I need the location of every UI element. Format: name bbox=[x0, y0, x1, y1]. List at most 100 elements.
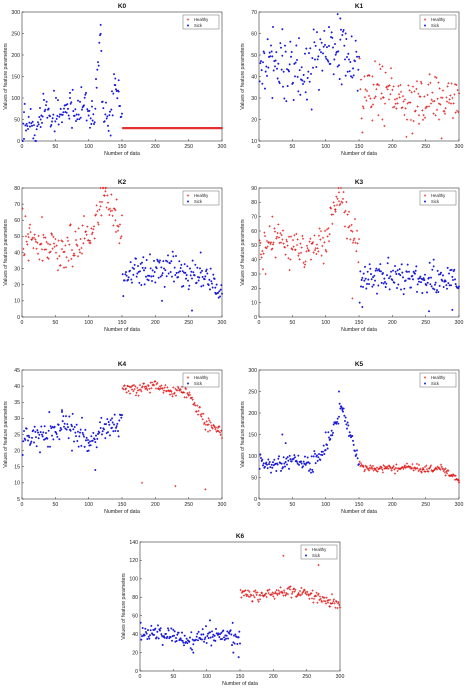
data-point bbox=[318, 598, 321, 602]
data-point bbox=[326, 447, 329, 450]
data-point bbox=[417, 463, 421, 467]
data-point bbox=[306, 461, 308, 464]
data-point bbox=[327, 240, 331, 243]
data-point bbox=[24, 438, 27, 441]
data-point bbox=[424, 283, 427, 286]
x-tick-label: 50 bbox=[52, 320, 58, 326]
data-point bbox=[70, 257, 73, 261]
data-point bbox=[91, 100, 93, 103]
data-point bbox=[92, 431, 95, 434]
data-point bbox=[384, 280, 386, 283]
data-point bbox=[439, 273, 442, 276]
data-point bbox=[296, 75, 299, 78]
data-point bbox=[316, 58, 319, 61]
data-point bbox=[323, 229, 327, 232]
data-point bbox=[283, 462, 286, 465]
data-point bbox=[61, 420, 64, 423]
data-point bbox=[351, 297, 354, 300]
data-point bbox=[202, 412, 205, 415]
data-point bbox=[370, 466, 373, 469]
data-point bbox=[307, 249, 311, 253]
y-tick-label: 30 bbox=[251, 272, 257, 278]
data-point bbox=[108, 213, 111, 217]
data-point bbox=[157, 260, 159, 263]
data-point bbox=[171, 635, 174, 638]
legend-marker bbox=[305, 554, 307, 557]
data-point bbox=[420, 277, 423, 280]
data-point bbox=[271, 247, 274, 250]
data-point bbox=[387, 256, 390, 259]
y-tick-label: 50 bbox=[251, 475, 257, 481]
data-point bbox=[294, 61, 297, 64]
data-point bbox=[439, 463, 443, 466]
data-point bbox=[47, 107, 50, 110]
data-point bbox=[405, 462, 409, 465]
data-point bbox=[258, 80, 261, 83]
data-point bbox=[32, 429, 35, 432]
data-point bbox=[145, 631, 147, 634]
data-point bbox=[338, 603, 341, 607]
data-point bbox=[365, 287, 368, 290]
data-point bbox=[152, 628, 155, 631]
data-point bbox=[457, 479, 461, 483]
data-point bbox=[67, 107, 69, 110]
data-point bbox=[320, 450, 323, 453]
data-point bbox=[211, 286, 214, 289]
data-point bbox=[200, 285, 203, 288]
data-point bbox=[174, 394, 178, 397]
x-tick-label: 300 bbox=[455, 320, 464, 326]
data-point bbox=[154, 387, 158, 390]
data-point bbox=[266, 463, 268, 466]
data-point bbox=[142, 382, 146, 385]
data-point bbox=[392, 464, 395, 468]
data-point bbox=[316, 247, 319, 250]
data-point bbox=[316, 459, 319, 462]
data-point bbox=[103, 194, 106, 197]
data-point bbox=[133, 267, 135, 270]
data-point bbox=[371, 103, 375, 106]
data-point bbox=[300, 246, 303, 249]
data-point bbox=[135, 391, 138, 394]
data-point bbox=[201, 418, 204, 421]
data-point bbox=[200, 633, 203, 636]
data-point bbox=[146, 278, 149, 281]
x-axis-label: Number of data bbox=[104, 509, 140, 515]
data-point bbox=[376, 470, 379, 473]
data-point bbox=[131, 384, 134, 387]
data-point bbox=[335, 203, 339, 207]
data-point bbox=[188, 393, 192, 396]
data-point bbox=[149, 253, 151, 256]
x-tick-label: 150 bbox=[355, 320, 364, 326]
data-point bbox=[314, 452, 316, 455]
data-point bbox=[40, 242, 43, 245]
y-tick-label: 40 bbox=[251, 257, 257, 263]
data-point bbox=[372, 283, 375, 286]
data-point bbox=[339, 186, 343, 190]
data-point bbox=[268, 225, 271, 228]
data-point bbox=[186, 642, 189, 645]
data-point bbox=[410, 91, 413, 94]
data-point bbox=[339, 38, 342, 41]
data-point bbox=[272, 241, 275, 244]
data-point bbox=[274, 59, 277, 62]
data-point bbox=[70, 248, 74, 252]
data-point bbox=[333, 58, 336, 61]
data-point bbox=[266, 74, 268, 77]
data-point bbox=[326, 599, 329, 602]
x-tick-label: 100 bbox=[84, 144, 93, 150]
data-point bbox=[326, 235, 329, 238]
data-point bbox=[293, 590, 296, 593]
data-point bbox=[416, 283, 419, 286]
data-point bbox=[387, 85, 390, 88]
data-point bbox=[322, 599, 326, 603]
data-point bbox=[145, 387, 148, 390]
data-point bbox=[385, 466, 388, 469]
data-point bbox=[295, 232, 298, 236]
data-point bbox=[443, 468, 446, 471]
data-point bbox=[155, 636, 158, 639]
data-point bbox=[219, 633, 221, 636]
data-point bbox=[95, 434, 97, 437]
data-point bbox=[235, 635, 238, 638]
data-point bbox=[445, 470, 448, 473]
data-point bbox=[308, 469, 310, 472]
